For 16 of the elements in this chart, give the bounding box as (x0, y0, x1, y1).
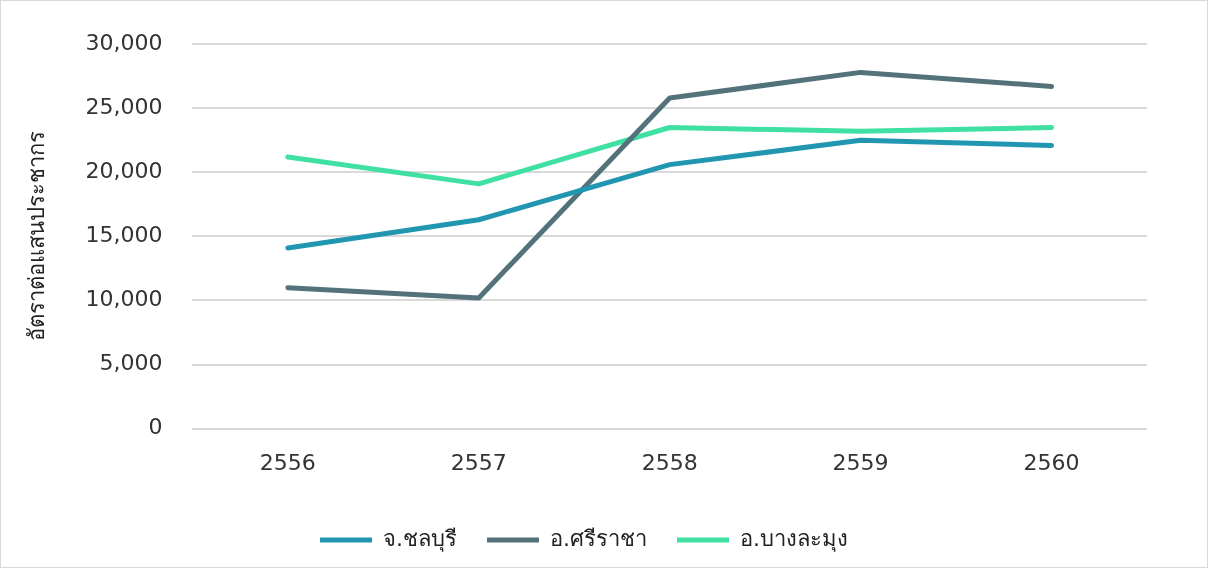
x-tick-label: 2558 (641, 449, 698, 475)
x-tick-label: 2559 (832, 449, 889, 475)
x-tick-label: 2557 (450, 449, 507, 475)
legend-label: อ.ศรีราชา (550, 525, 647, 551)
legend-label: อ.บางละมุง (740, 525, 848, 552)
y-axis-title: อัตราต่อแสนประชากร (23, 131, 49, 342)
y-tick-label: 10,000 (85, 286, 163, 312)
y-tick-label: 15,000 (85, 222, 163, 248)
y-tick-label: 20,000 (85, 158, 163, 184)
y-tick-label: 25,000 (85, 93, 163, 119)
y-tick-label: 30,000 (85, 29, 163, 55)
x-tick-label: 2560 (1023, 449, 1080, 475)
y-tick-label: 0 (148, 414, 163, 440)
y-tick-label: 5,000 (99, 350, 163, 376)
legend-label: จ.ชลบุรี (383, 525, 458, 552)
x-tick-label: 2556 (259, 449, 316, 475)
